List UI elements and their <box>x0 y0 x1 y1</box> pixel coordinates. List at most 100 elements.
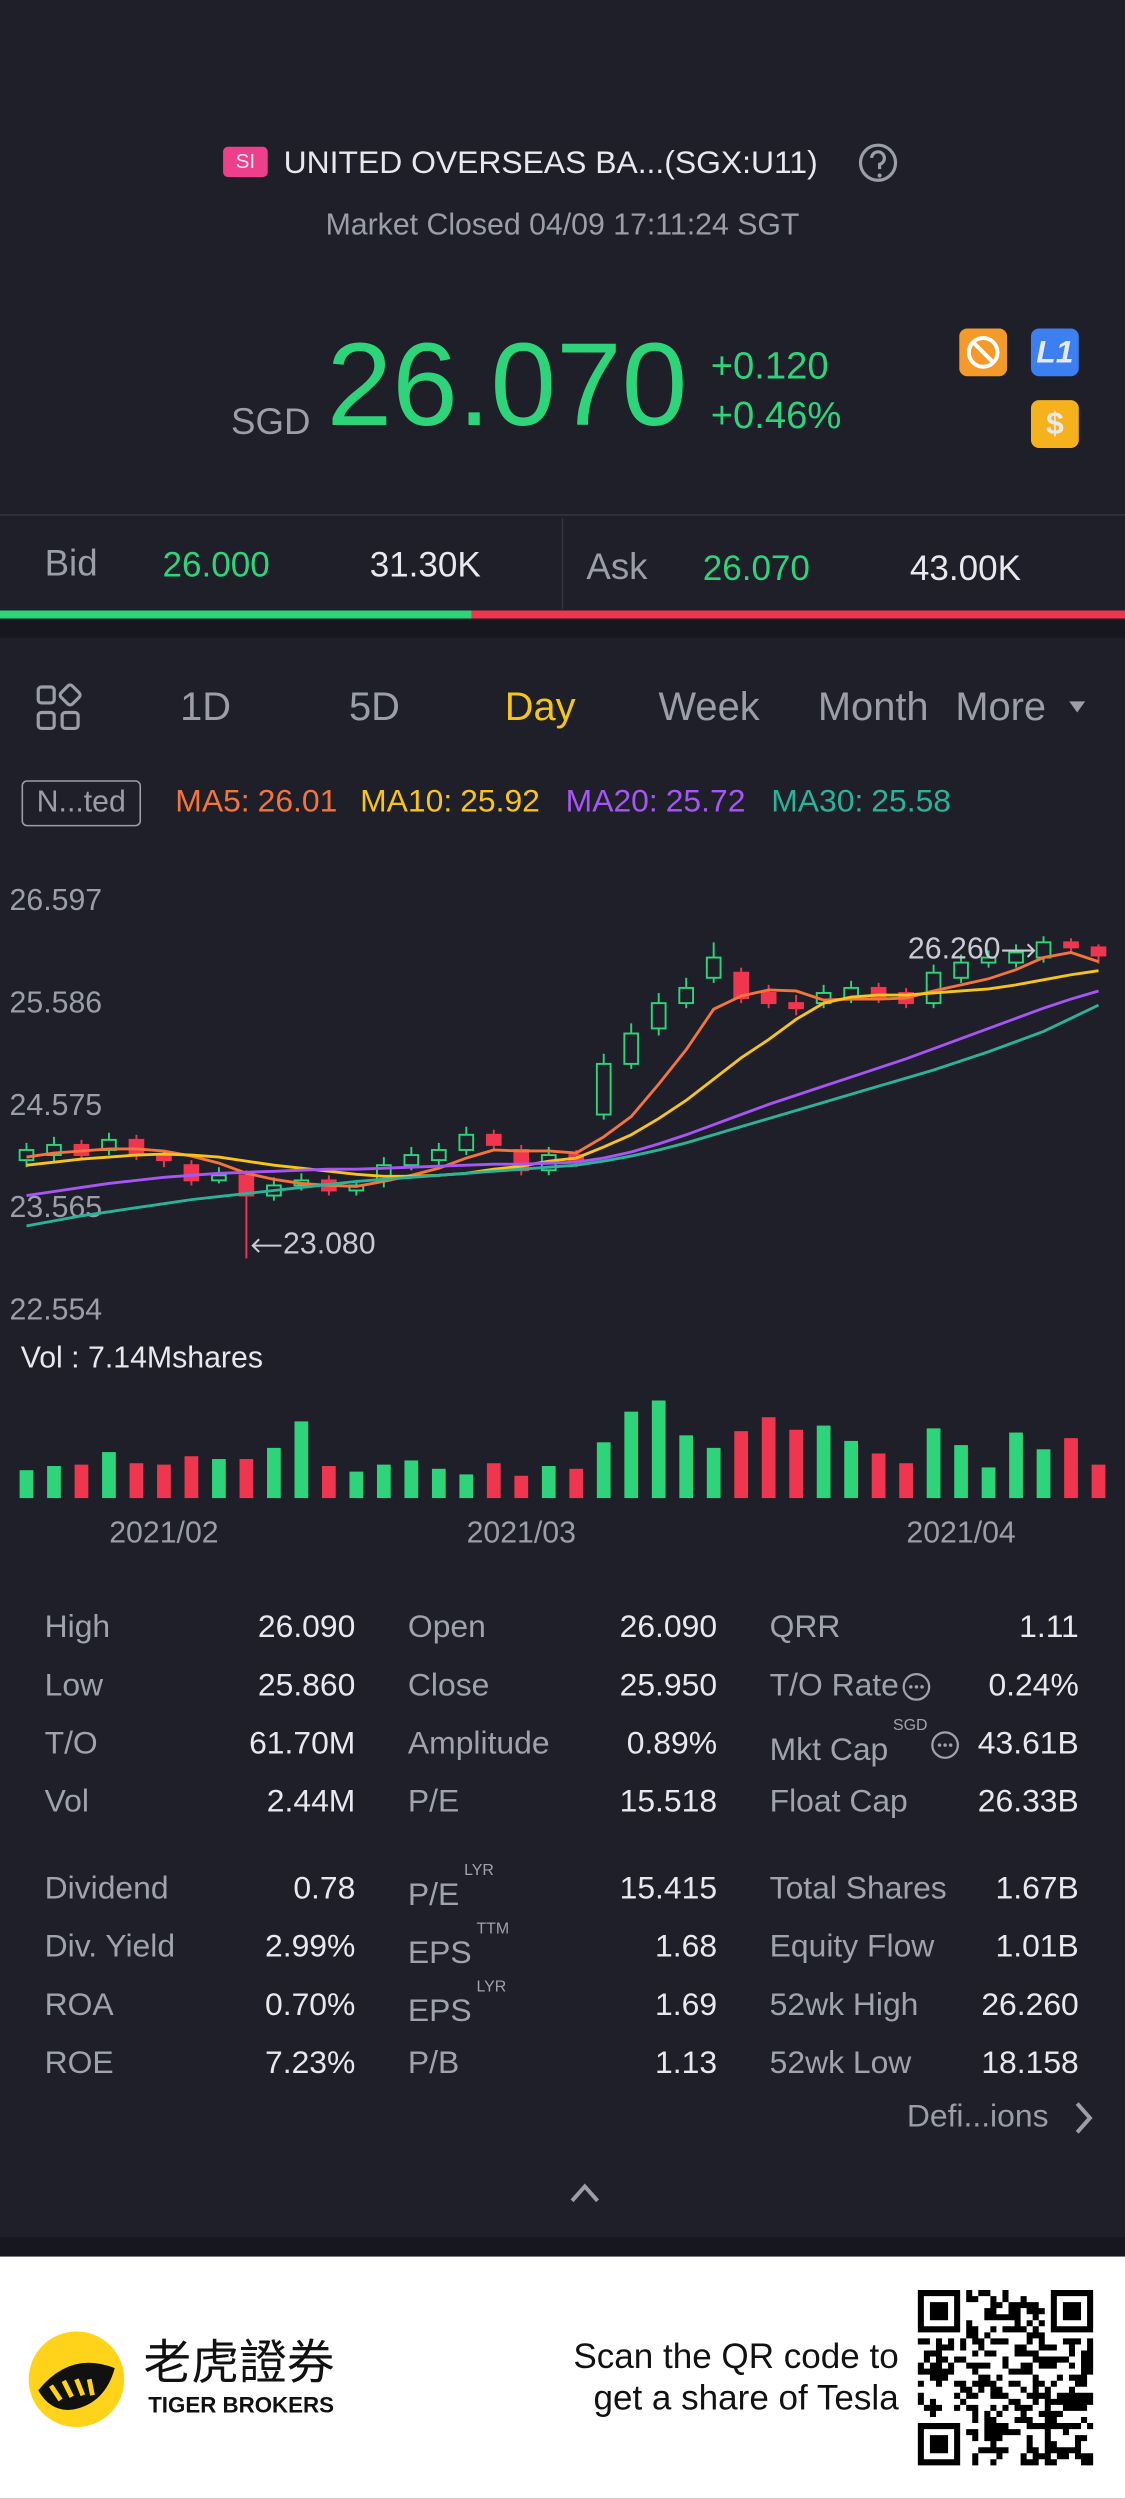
tab[interactable]: Day <box>505 685 576 729</box>
volume-bar <box>596 1442 611 1499</box>
stock-name[interactable]: UNITED OVERSEAS BA...(SGX:U11) <box>284 144 818 180</box>
volume-bar <box>212 1459 226 1499</box>
ma-value: 25.92 <box>460 783 540 819</box>
candle-body <box>403 1154 420 1167</box>
stat-value: 26.33B <box>978 1783 1079 1819</box>
stat-label: Open <box>408 1608 486 1644</box>
candle-body <box>623 1032 640 1065</box>
dropdown-arrow <box>1069 701 1086 713</box>
tab[interactable]: Month <box>818 685 929 729</box>
ma-name: MA10: <box>360 783 452 819</box>
tab[interactable]: 5D <box>349 685 400 729</box>
collapse-arrow[interactable] <box>570 2183 600 2203</box>
tab[interactable]: 1D <box>180 685 231 729</box>
volume-title: Vol : 7.14Mshares <box>21 1341 263 1374</box>
currency-badge[interactable] <box>1030 400 1079 448</box>
info-dot <box>909 1685 913 1689</box>
info-icon[interactable] <box>902 1673 931 1701</box>
candle-body <box>760 992 777 1005</box>
stat-value: 26.090 <box>620 1608 717 1644</box>
volume-bar <box>651 1400 666 1499</box>
volume-bar <box>376 1464 391 1499</box>
ma-value: 25.58 <box>871 783 951 819</box>
extreme-label: 26.260 <box>908 933 1001 966</box>
currency: SGD <box>231 401 310 442</box>
candle-body <box>46 1143 62 1157</box>
volume-bar <box>679 1435 694 1499</box>
ma-line <box>26 1003 1100 1228</box>
arrow-head <box>251 1238 260 1253</box>
tab[interactable]: More <box>955 685 1046 729</box>
volume-bar <box>129 1463 144 1499</box>
candle-body <box>183 1164 200 1182</box>
stat-value: 1.01B <box>996 1928 1079 1964</box>
ask-depth-bar <box>471 610 1125 619</box>
candle-body <box>788 1002 804 1010</box>
layout-icon[interactable] <box>36 683 82 731</box>
help-icon[interactable] <box>858 143 898 182</box>
stat-label: P/E <box>408 1876 459 1912</box>
price-change: +0.120 <box>711 344 829 387</box>
volume-bar <box>404 1460 419 1499</box>
indicator[interactable]: N...ted <box>37 785 126 818</box>
ma-legend: MA5: 26.01 <box>175 783 337 819</box>
x-tick-label: 2021/03 <box>467 1517 576 1550</box>
stat-value: 1.13 <box>655 2044 717 2080</box>
info-dot <box>943 1743 947 1747</box>
tiger-logo <box>28 2331 125 2428</box>
stat-label: T/O <box>45 1724 98 1760</box>
bid-depth-bar <box>0 610 472 619</box>
stat-value: 15.415 <box>620 1870 717 1906</box>
volume-bar <box>954 1445 968 1499</box>
stat-label: ROA <box>45 1986 115 2022</box>
stat-value: 0.70% <box>265 1986 355 2022</box>
candle-body <box>733 971 749 1000</box>
stat-superscript: LYR <box>476 1978 506 1995</box>
stat-label: Div. Yield <box>45 1928 175 1964</box>
candle-body <box>430 1149 447 1162</box>
candle-body <box>1063 941 1079 949</box>
stat-label: Low <box>45 1666 104 1702</box>
stat-value: 1.11 <box>1019 1608 1079 1644</box>
currency-badge-text: $ <box>1046 405 1064 441</box>
volume-bar <box>47 1466 61 1499</box>
stat-superscript: LYR <box>464 1862 494 1879</box>
stat-label: 52wk High <box>770 1986 919 2022</box>
ma-name: MA5: <box>175 783 249 819</box>
candle-body <box>458 1133 475 1151</box>
cta-line: get a share of Tesla <box>593 2378 899 2417</box>
stat-label: T/O Rate <box>770 1666 899 1702</box>
bid-size: 31.30K <box>370 546 481 585</box>
stat-value: 0.24% <box>988 1666 1078 1702</box>
ma-line <box>26 969 1099 1178</box>
candle-body <box>650 1002 667 1030</box>
tab[interactable]: Week <box>659 685 760 729</box>
info-dot <box>937 1743 942 1747</box>
extreme-label: 23.080 <box>283 1228 376 1261</box>
volume-bar <box>541 1466 556 1499</box>
indicator-box[interactable] <box>21 780 142 827</box>
candle-body <box>485 1133 502 1146</box>
stat-value: 1.69 <box>655 1986 717 2022</box>
stat-label: Float Cap <box>770 1783 908 1819</box>
volume-bar <box>761 1417 776 1499</box>
info-icon[interactable] <box>931 1731 959 1759</box>
stat-label: 52wk Low <box>770 2044 913 2080</box>
volume-bar <box>1036 1449 1051 1499</box>
definitions-link[interactable]: Defi...ions <box>907 2097 1049 2133</box>
y-tick-label: 26.597 <box>10 884 103 917</box>
volume-bar <box>102 1452 116 1499</box>
volume-bar <box>569 1468 584 1499</box>
volume-bar <box>321 1466 336 1499</box>
level-badge[interactable] <box>1030 328 1079 377</box>
stat-value: 2.44M <box>267 1783 356 1819</box>
stat-label: P/B <box>408 2044 459 2080</box>
stat-value: 0.78 <box>293 1870 355 1906</box>
candle-body <box>1008 951 1024 964</box>
market-badge-text: SI <box>236 150 256 173</box>
alert-icon[interactable] <box>959 328 1008 377</box>
ma-legend: MA20: 25.72 <box>566 783 746 819</box>
candle-body <box>156 1154 172 1162</box>
stat-label: Mkt Cap <box>770 1731 889 1767</box>
